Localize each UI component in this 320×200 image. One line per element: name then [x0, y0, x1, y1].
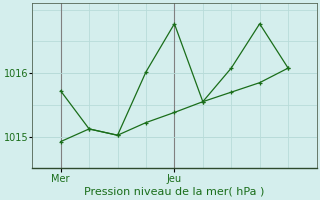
X-axis label: Pression niveau de la mer( hPa ): Pression niveau de la mer( hPa ): [84, 187, 265, 197]
